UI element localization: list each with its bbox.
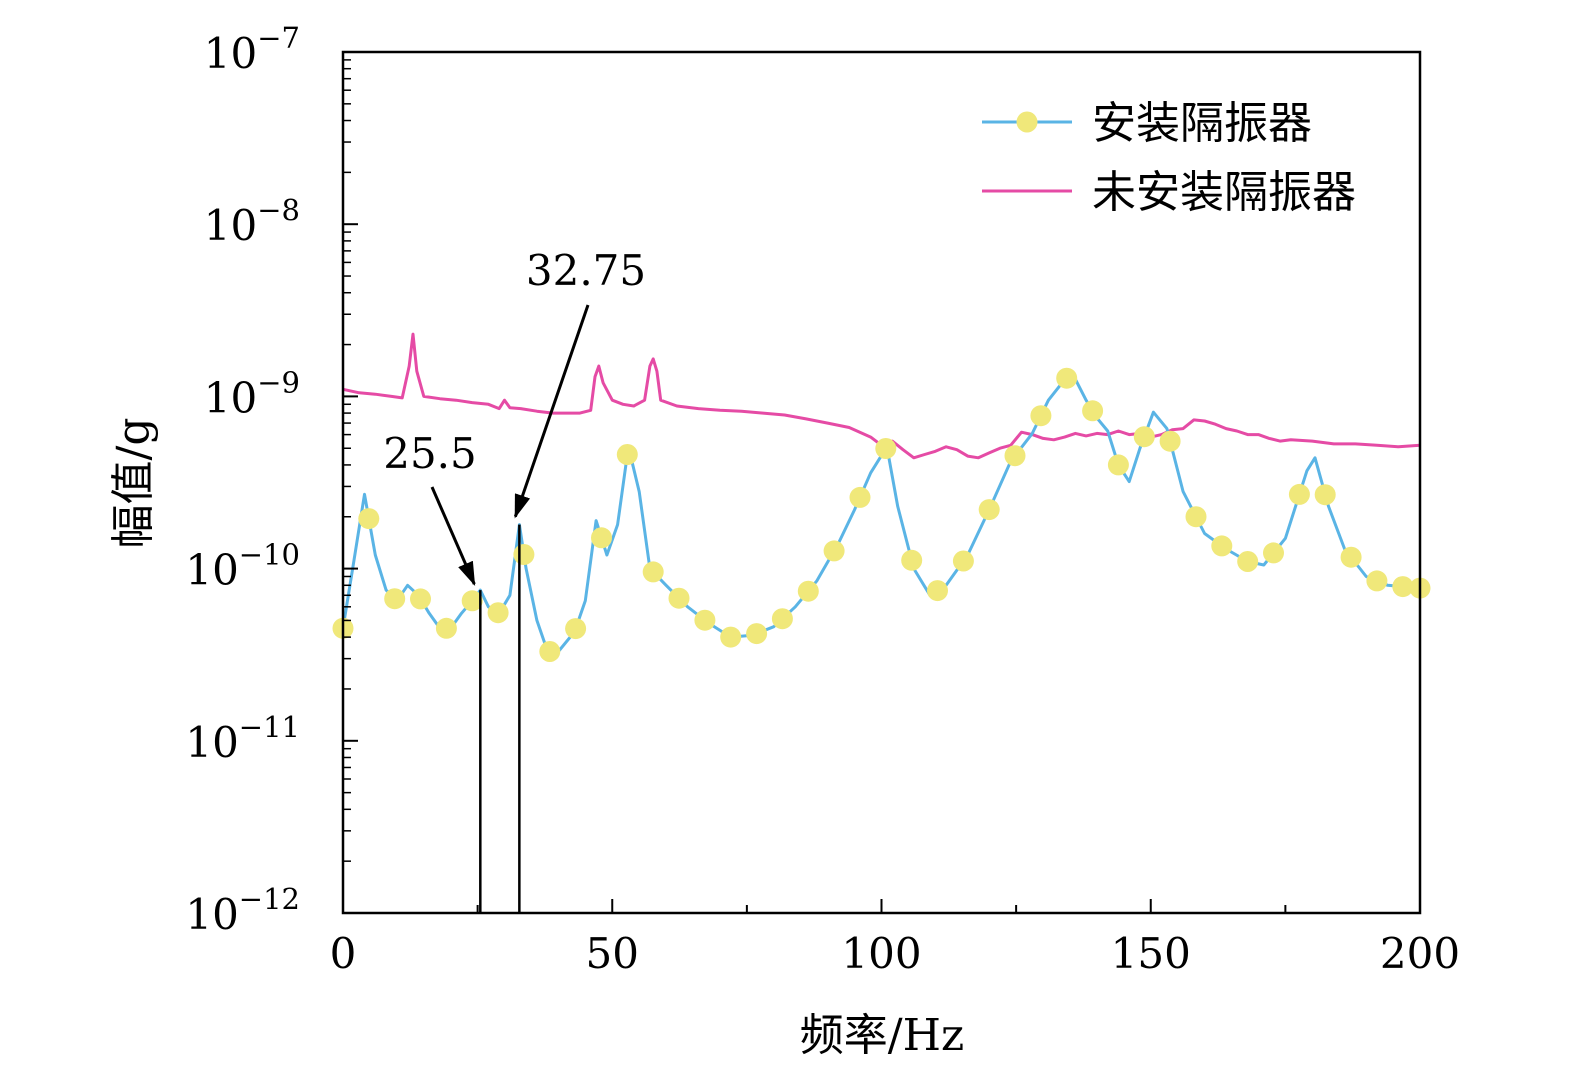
series-marker-with-isolator bbox=[384, 588, 406, 610]
series-marker-with-isolator bbox=[823, 540, 845, 562]
x-tick-label: 0 bbox=[330, 929, 357, 978]
series-marker-with-isolator bbox=[668, 587, 690, 609]
series-marker-with-isolator bbox=[1288, 483, 1310, 505]
x-axis-title: 频率/Hz bbox=[800, 1010, 964, 1061]
x-tick-label: 50 bbox=[586, 929, 639, 978]
series-marker-with-isolator bbox=[1263, 542, 1284, 564]
series-marker-with-isolator bbox=[849, 486, 871, 508]
series-marker-with-isolator bbox=[927, 580, 948, 602]
series-marker-with-isolator bbox=[1185, 506, 1207, 528]
annotation-label: 25.5 bbox=[383, 429, 477, 478]
y-tick-label: 10−10 bbox=[185, 538, 300, 595]
annotation-arrow bbox=[513, 304, 590, 519]
annotation-label: 32.75 bbox=[526, 246, 646, 295]
series-marker-with-isolator bbox=[1133, 426, 1155, 448]
y-tick-label: 10−7 bbox=[204, 21, 300, 78]
x-tick-label: 150 bbox=[1111, 929, 1191, 978]
series-marker-with-isolator bbox=[720, 626, 742, 648]
series-marker-with-isolator bbox=[797, 580, 819, 602]
series-marker-with-isolator bbox=[642, 561, 664, 583]
y-tick-label: 10−12 bbox=[185, 882, 300, 939]
series-marker-with-isolator bbox=[435, 617, 457, 639]
series-marker-with-isolator bbox=[487, 602, 509, 624]
series-marker-with-isolator bbox=[1340, 546, 1362, 568]
series-marker-with-isolator bbox=[1082, 400, 1104, 422]
legend-label: 安装隔振器 bbox=[1092, 98, 1312, 149]
x-tick-label: 200 bbox=[1380, 929, 1460, 978]
series-marker-with-isolator bbox=[1211, 535, 1233, 557]
legend-marker bbox=[1016, 111, 1038, 133]
series-marker-with-isolator bbox=[565, 618, 587, 640]
annotations: 25.5 32.75 bbox=[383, 246, 646, 913]
series-marker-with-isolator bbox=[1366, 570, 1388, 592]
series-marker-with-isolator bbox=[461, 590, 483, 612]
plot-area bbox=[332, 332, 1431, 662]
x-tick-label: 100 bbox=[841, 929, 921, 978]
legend-label: 未安装隔振器 bbox=[1092, 167, 1356, 218]
series-marker-with-isolator bbox=[746, 623, 768, 645]
series-marker-with-isolator bbox=[1392, 576, 1414, 598]
series-marker-with-isolator bbox=[1237, 551, 1259, 572]
series-marker-with-isolator bbox=[771, 608, 793, 630]
series-marker-with-isolator bbox=[539, 641, 561, 662]
y-tick-label: 10−11 bbox=[185, 710, 300, 767]
series-marker-with-isolator bbox=[616, 444, 638, 465]
series-marker-with-isolator bbox=[1314, 484, 1336, 506]
series-marker-with-isolator bbox=[901, 549, 923, 571]
y-axis-title: 幅值/g bbox=[108, 418, 159, 549]
series-marker-with-isolator bbox=[1159, 430, 1181, 452]
annotation-arrow bbox=[430, 486, 476, 586]
series-marker-with-isolator bbox=[1030, 405, 1052, 427]
series-marker-with-isolator bbox=[591, 527, 612, 549]
axes: 0 50 100 150 200 10−7 10−8 10−9 10−10 10−11 10−12 bbox=[185, 21, 1460, 978]
series-marker-with-isolator bbox=[358, 508, 380, 530]
series-marker-with-isolator bbox=[978, 499, 1000, 521]
series-marker-with-isolator bbox=[1056, 367, 1078, 389]
series-marker-with-isolator bbox=[1107, 454, 1129, 476]
series-marker-with-isolator bbox=[410, 588, 431, 610]
y-tick-label: 10−8 bbox=[204, 193, 300, 250]
series-marker-with-isolator bbox=[694, 609, 716, 631]
series-marker-with-isolator bbox=[952, 550, 974, 572]
series-marker-with-isolator bbox=[875, 438, 897, 459]
series-marker-with-isolator bbox=[513, 544, 535, 565]
series-marker-with-isolator bbox=[1004, 445, 1026, 467]
y-tick-label: 10−9 bbox=[204, 365, 300, 422]
